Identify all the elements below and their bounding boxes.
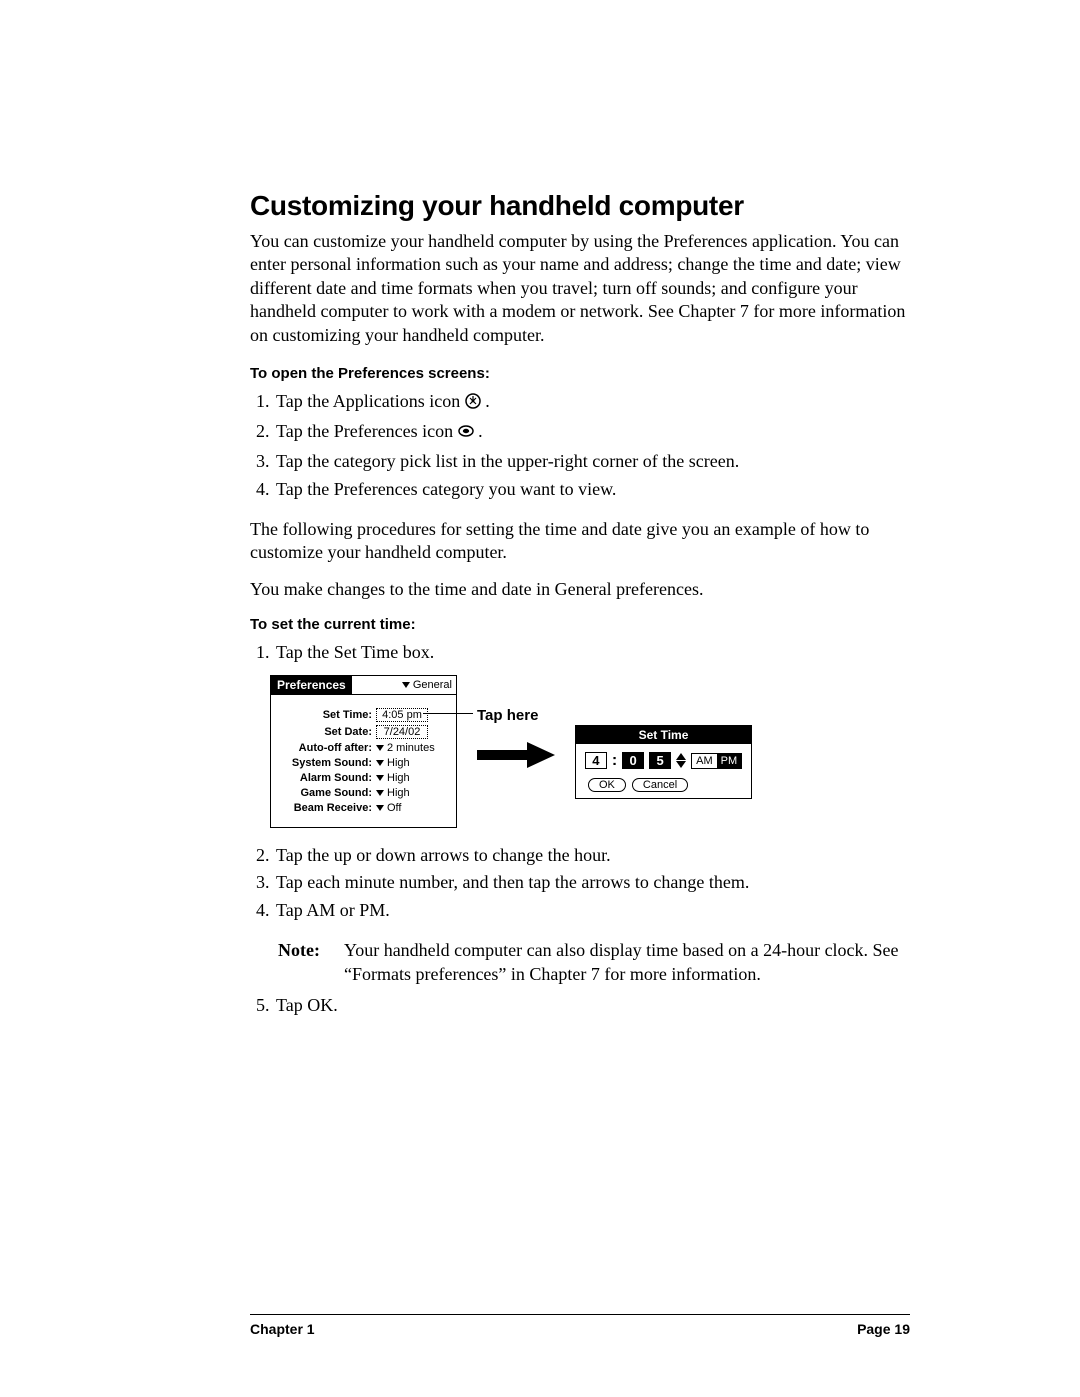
step-2: Tap the Preferences icon . bbox=[274, 418, 910, 448]
subheading-open-prefs: To open the Preferences screens: bbox=[250, 365, 910, 382]
set-time-step-5: Tap OK. bbox=[274, 992, 910, 1020]
step-1-text-b: . bbox=[485, 391, 490, 411]
alarm-sound-label: Alarm Sound: bbox=[277, 772, 376, 784]
footer-chapter: Chapter 1 bbox=[250, 1321, 315, 1337]
ampm-toggle: AM PM bbox=[691, 753, 742, 769]
chevron-down-icon bbox=[376, 775, 384, 781]
am-cell[interactable]: AM bbox=[692, 754, 717, 768]
tap-here-column: Tap here bbox=[477, 675, 555, 770]
row-game-sound: Game Sound: High bbox=[277, 787, 450, 799]
row-system-sound: System Sound: High bbox=[277, 757, 450, 769]
set-time-box[interactable]: 4:05 pm bbox=[376, 708, 428, 722]
preferences-icon bbox=[458, 420, 474, 448]
set-time-steps-part1: Tap the Set Time box. bbox=[250, 639, 910, 667]
pm-cell[interactable]: PM bbox=[717, 754, 742, 768]
preferences-header: Preferences General bbox=[271, 676, 456, 695]
system-sound-label: System Sound: bbox=[277, 757, 376, 769]
preferences-title: Preferences bbox=[271, 676, 352, 694]
set-time-step-3: Tap each minute number, and then tap the… bbox=[274, 869, 910, 897]
auto-off-label: Auto-off after: bbox=[277, 742, 376, 754]
note-label: Note: bbox=[278, 939, 330, 986]
set-time-steps-part2: Tap the up or down arrows to change the … bbox=[250, 842, 910, 926]
step-1-text-a: Tap the Applications icon bbox=[276, 391, 465, 411]
chevron-down-icon bbox=[402, 682, 410, 688]
set-time-dialog-title: Set Time bbox=[576, 726, 751, 744]
chevron-down-icon bbox=[376, 805, 384, 811]
beam-receive-value: Off bbox=[387, 802, 401, 814]
note-text: Your handheld computer can also display … bbox=[344, 939, 910, 986]
general-prefs-paragraph: You make changes to the time and date in… bbox=[250, 578, 910, 601]
set-time-step-4: Tap AM or PM. bbox=[274, 897, 910, 925]
big-arrow-icon bbox=[477, 740, 555, 770]
system-sound-picklist[interactable]: High bbox=[376, 757, 410, 769]
preferences-panel: Preferences General Set Time: 4:05 pm Se… bbox=[270, 675, 457, 828]
chevron-down-icon bbox=[376, 790, 384, 796]
game-sound-value: High bbox=[387, 787, 410, 799]
game-sound-picklist[interactable]: High bbox=[376, 787, 410, 799]
set-time-step-1: Tap the Set Time box. bbox=[274, 639, 910, 667]
time-row: 4 : 0 5 AM PM bbox=[584, 752, 743, 770]
step-4: Tap the Preferences category you want to… bbox=[274, 476, 910, 504]
set-time-dialog-body: 4 : 0 5 AM PM OK Cancel bbox=[576, 744, 751, 798]
row-set-time: Set Time: 4:05 pm bbox=[277, 708, 450, 722]
applications-icon bbox=[465, 390, 481, 418]
example-paragraph: The following procedures for setting the… bbox=[250, 518, 910, 565]
category-picklist[interactable]: General bbox=[402, 676, 456, 694]
time-colon: : bbox=[612, 752, 617, 770]
page-heading: Customizing your handheld computer bbox=[250, 190, 910, 222]
page-footer: Chapter 1 Page 19 bbox=[250, 1314, 910, 1337]
callout-line bbox=[423, 713, 473, 714]
chevron-down-icon bbox=[376, 760, 384, 766]
row-alarm-sound: Alarm Sound: High bbox=[277, 772, 450, 784]
tap-here-label: Tap here bbox=[477, 707, 538, 724]
chevron-down-icon bbox=[376, 745, 384, 751]
note-block: Note: Your handheld computer can also di… bbox=[278, 939, 910, 986]
dialog-button-row: OK Cancel bbox=[584, 778, 743, 792]
document-page: Customizing your handheld computer You c… bbox=[0, 0, 1080, 1397]
auto-off-value: 2 minutes bbox=[387, 742, 435, 754]
minute-ones-box[interactable]: 5 bbox=[649, 752, 671, 769]
cancel-button[interactable]: Cancel bbox=[632, 778, 688, 792]
set-date-label: Set Date: bbox=[277, 726, 376, 738]
alarm-sound-picklist[interactable]: High bbox=[376, 772, 410, 784]
step-3: Tap the category pick list in the upper-… bbox=[274, 448, 910, 476]
time-spinner bbox=[676, 753, 686, 768]
step-2-text-a: Tap the Preferences icon bbox=[276, 421, 458, 441]
spinner-down-icon[interactable] bbox=[676, 761, 686, 768]
auto-off-picklist[interactable]: 2 minutes bbox=[376, 742, 435, 754]
system-sound-value: High bbox=[387, 757, 410, 769]
game-sound-label: Game Sound: bbox=[277, 787, 376, 799]
preferences-body: Set Time: 4:05 pm Set Date: 7/24/02 Auto… bbox=[271, 695, 456, 827]
footer-page: Page 19 bbox=[857, 1321, 910, 1337]
figure-row: Preferences General Set Time: 4:05 pm Se… bbox=[270, 675, 910, 828]
set-time-steps-part3: Tap OK. bbox=[250, 992, 910, 1020]
set-time-step-2: Tap the up or down arrows to change the … bbox=[274, 842, 910, 870]
minute-tens-box[interactable]: 0 bbox=[622, 752, 644, 769]
subheading-set-time: To set the current time: bbox=[250, 616, 910, 633]
set-time-dialog: Set Time 4 : 0 5 AM PM bbox=[575, 725, 752, 799]
set-time-label: Set Time: bbox=[277, 709, 376, 721]
row-auto-off: Auto-off after: 2 minutes bbox=[277, 742, 450, 754]
ok-button[interactable]: OK bbox=[588, 778, 626, 792]
intro-paragraph: You can customize your handheld computer… bbox=[250, 230, 910, 347]
beam-receive-label: Beam Receive: bbox=[277, 802, 376, 814]
open-prefs-steps: Tap the Applications icon . Tap the Pref… bbox=[250, 388, 910, 504]
alarm-sound-value: High bbox=[387, 772, 410, 784]
step-2-text-b: . bbox=[478, 421, 483, 441]
hour-box[interactable]: 4 bbox=[585, 752, 607, 769]
category-label: General bbox=[413, 679, 452, 691]
step-1: Tap the Applications icon . bbox=[274, 388, 910, 418]
set-date-box[interactable]: 7/24/02 bbox=[376, 725, 428, 739]
row-beam-receive: Beam Receive: Off bbox=[277, 802, 450, 814]
beam-receive-picklist[interactable]: Off bbox=[376, 802, 401, 814]
row-set-date: Set Date: 7/24/02 bbox=[277, 725, 450, 739]
spinner-up-icon[interactable] bbox=[676, 753, 686, 760]
